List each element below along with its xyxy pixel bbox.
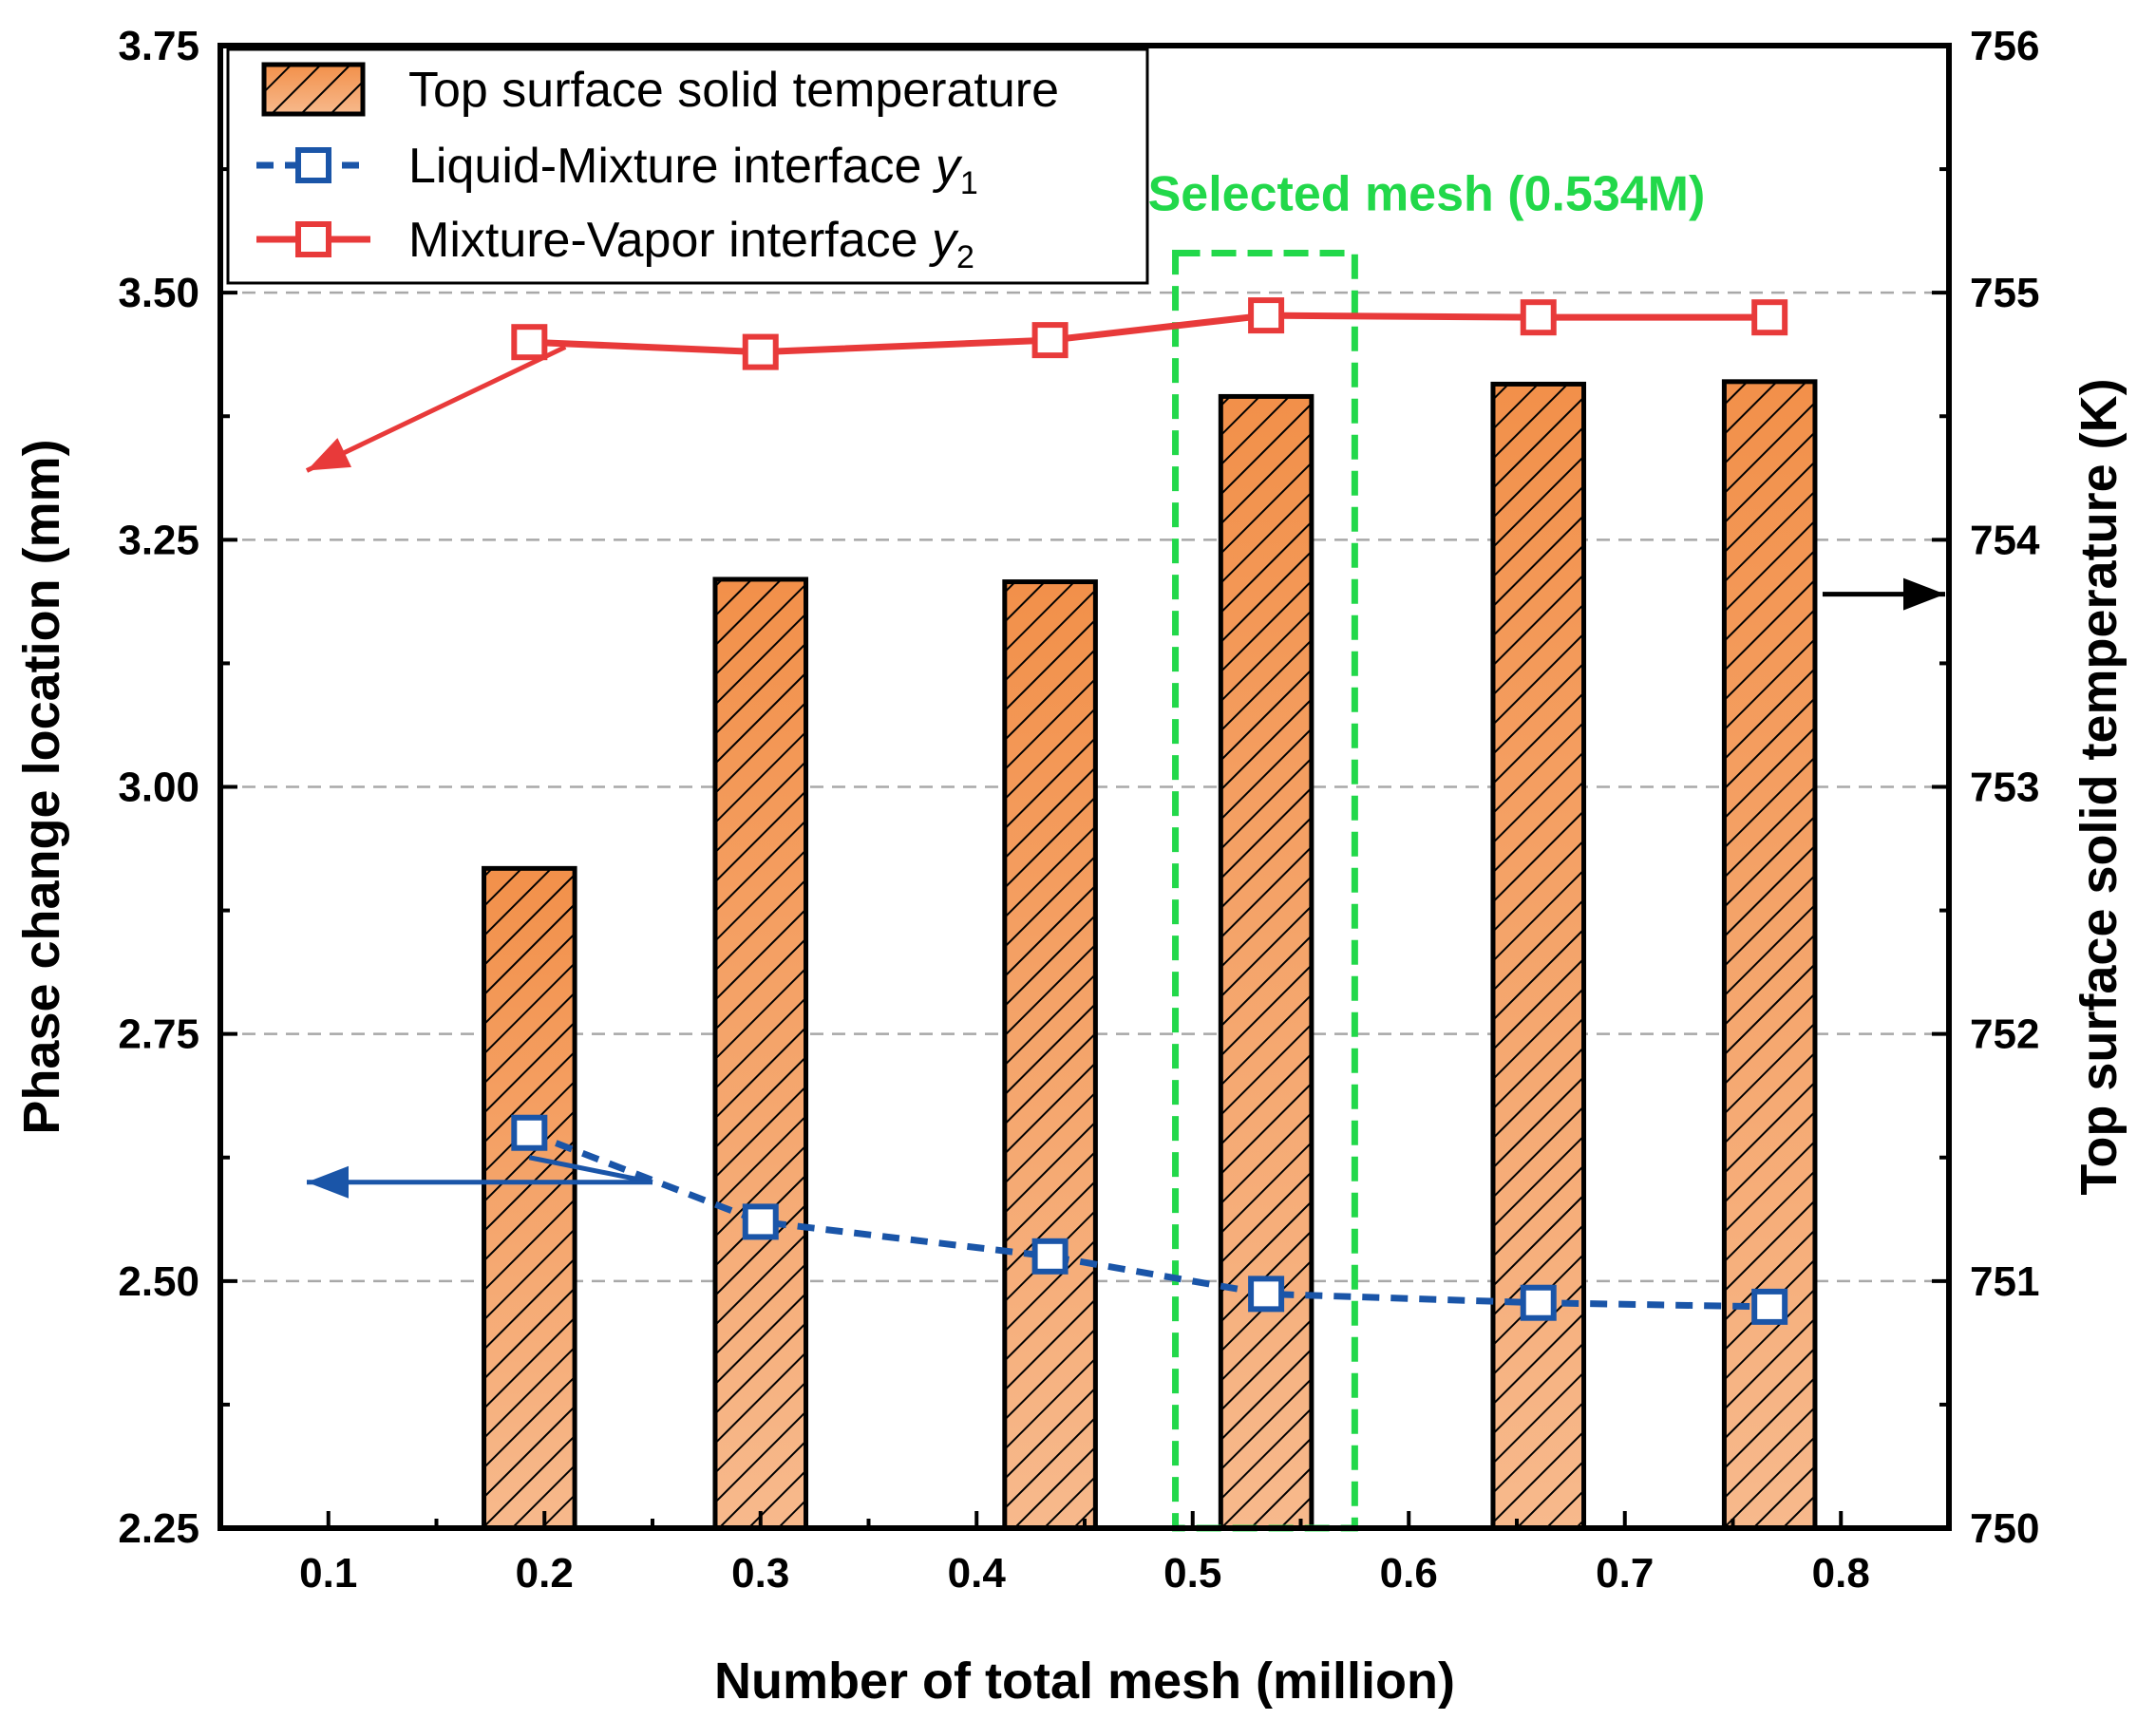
x-tick-label: 0.1: [299, 1550, 357, 1597]
y-right-tick-label: 753: [1970, 765, 2039, 811]
legend-item-line-2: Mixture-Vapor interface y2: [256, 213, 974, 275]
series-point: [511, 1114, 548, 1151]
y-right-tick-label: 751: [1970, 1258, 2039, 1305]
legend-bar-swatch-hatch: [261, 62, 366, 117]
tick-labels: 0.1 0.2 0.3 0.4 0.5 0.6 0.7 0.8 2.25 2.50 2.75 3.00…: [118, 23, 2040, 1597]
legend-item-line-1: Liquid-Mixture interface y1: [256, 139, 978, 201]
y-left-tick-label: 3.25: [118, 517, 199, 563]
x-tick-label: 0.3: [731, 1550, 789, 1597]
bar: [482, 865, 577, 1531]
series-point: [1031, 1238, 1069, 1275]
series-point: [1520, 1284, 1557, 1321]
axis-ticks: [220, 44, 1949, 1530]
selected-mesh-rect: [1172, 250, 1358, 1532]
arrow-head: [1903, 577, 1945, 611]
y-right-tick-label: 752: [1970, 1011, 2039, 1058]
series-point: [1248, 297, 1285, 334]
legend-label-bar: Top surface solid temperature: [408, 63, 1059, 118]
y-right-tick-label: 750: [1970, 1505, 2039, 1552]
bar: [1721, 379, 1818, 1531]
left-axis-arrow-blue: [307, 1165, 652, 1199]
y-left-tick-label: 2.25: [118, 1505, 199, 1552]
bar: [712, 576, 809, 1531]
x-tick-label: 0.8: [1812, 1550, 1870, 1597]
legend-label-line: Mixture-Vapor interface y2: [408, 213, 974, 275]
series-line: [528, 1129, 1770, 1311]
x-tick-label: 0.2: [516, 1550, 574, 1597]
arrow-head: [307, 438, 352, 471]
selected-mesh-box: [1172, 250, 1358, 1532]
legend-marker: [295, 221, 331, 257]
bar-hatch: [1721, 379, 1818, 1531]
bar-hatch: [1218, 393, 1314, 1531]
bar-hatch: [1490, 381, 1587, 1531]
axis-arrows: [305, 345, 1945, 1199]
y-axis-right-title: Top surface solid temperature (K): [2071, 378, 2128, 1195]
bar-series: [482, 379, 1818, 1531]
series-point: [1751, 1288, 1788, 1325]
bar-hatch: [1002, 579, 1098, 1531]
y-right-tick-label: 755: [1970, 270, 2039, 316]
series-point: [1031, 322, 1069, 359]
legend-item-bar: Top surface solid temperature: [261, 62, 1059, 118]
legend-marker: [295, 147, 331, 183]
x-axis-title: Number of total mesh (million): [714, 1653, 1455, 1710]
bar: [1218, 393, 1314, 1531]
right-axis-arrow: [1822, 577, 1945, 611]
bar: [1490, 381, 1587, 1531]
series-line: [529, 312, 1770, 356]
y-left-tick-label: 2.75: [118, 1011, 199, 1058]
y-axis-left-title: Phase change location (mm): [13, 439, 70, 1134]
bar: [1002, 579, 1098, 1531]
y-left-tick-label: 3.00: [118, 765, 199, 811]
legend-label-line: Liquid-Mixture interface y1: [408, 139, 978, 201]
series-point: [1751, 299, 1788, 336]
series-point: [511, 324, 548, 361]
left-axis-arrow-red: [305, 345, 567, 473]
bar-hatch: [712, 576, 809, 1531]
arrow-connector: [528, 1155, 653, 1185]
x-tick-label: 0.6: [1380, 1550, 1438, 1597]
bar-hatch: [482, 865, 577, 1531]
x-tick-label: 0.5: [1163, 1550, 1221, 1597]
x-tick-label: 0.7: [1596, 1550, 1654, 1597]
x-tick-label: 0.4: [948, 1550, 1007, 1597]
selected-mesh-label: Selected mesh (0.534M): [1148, 167, 1706, 222]
legend: Top surface solid temperature Liquid-Mixt…: [226, 47, 1149, 285]
line-series-1: [511, 1114, 1788, 1325]
y-left-tick-label: 3.75: [118, 23, 199, 69]
y-right-tick-label: 754: [1970, 517, 2040, 563]
y-left-tick-label: 3.50: [118, 270, 199, 316]
series-point: [742, 1203, 779, 1240]
y-left-tick-label: 2.50: [118, 1258, 199, 1305]
series-point: [1248, 1276, 1285, 1313]
arrow-head: [307, 1165, 349, 1199]
line-series-2: [511, 297, 1788, 370]
series-point: [1520, 299, 1557, 336]
y-right-tick-label: 756: [1970, 23, 2039, 69]
arrow-shaft: [305, 345, 567, 473]
line-series: [511, 297, 1788, 1325]
series-point: [742, 333, 779, 370]
legend-box: [226, 47, 1149, 285]
